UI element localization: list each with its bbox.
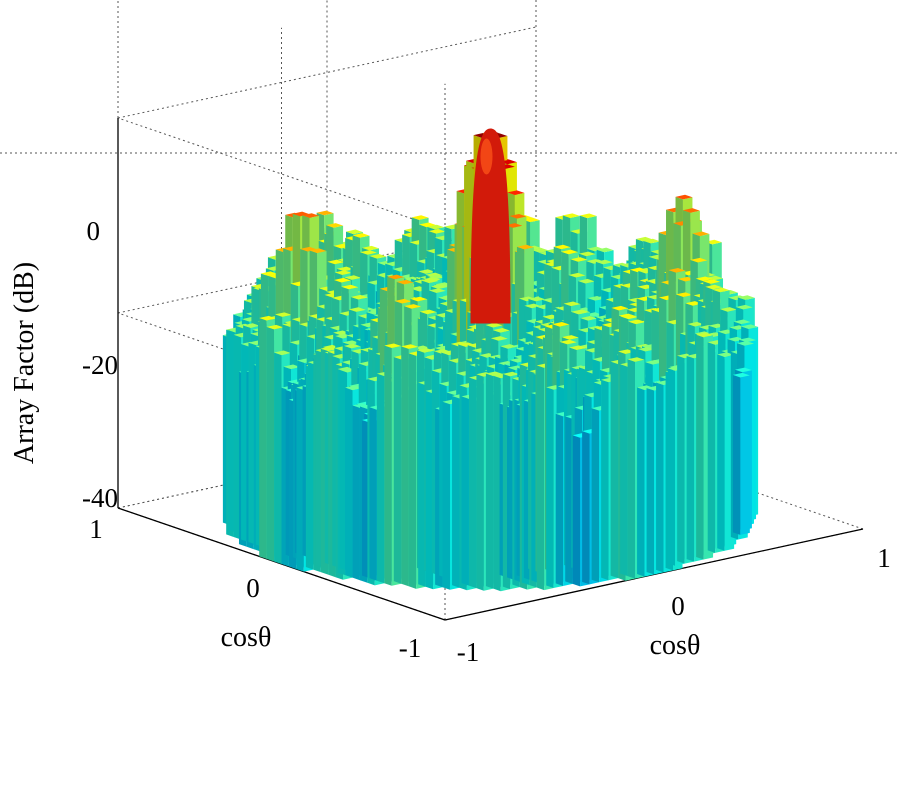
surface-side-patch	[485, 373, 494, 589]
surface-side-patch	[696, 334, 704, 560]
surface-side-patch	[345, 387, 353, 578]
surface-side-patch	[452, 395, 460, 588]
surface-side-patch	[620, 364, 628, 577]
surface-top-patch	[274, 350, 291, 356]
x-tick-label: -1	[457, 637, 480, 667]
surface-side-patch	[627, 359, 635, 579]
x-axis-label: cosθ	[650, 630, 701, 661]
x-tick-label: 1	[877, 543, 891, 573]
surface-side-patch	[732, 374, 741, 535]
surface-side-patch	[686, 355, 695, 562]
surface-side-patch	[572, 435, 581, 587]
surface-top-patch	[341, 284, 359, 290]
y-axis-label: cosθ	[221, 622, 272, 653]
surface-plot	[222, 128, 759, 592]
surface-side-patch	[646, 387, 654, 575]
surface-side-patch	[393, 356, 402, 584]
surface-top-patch	[309, 248, 327, 254]
surface-top-patch	[369, 253, 387, 259]
surface-side-patch	[536, 365, 545, 591]
surface-side-patch	[667, 368, 676, 566]
surface-front-patch	[740, 375, 750, 535]
surface-side-patch	[259, 317, 267, 559]
y-tick-label: 1	[89, 514, 103, 544]
surface-side-patch	[468, 377, 477, 589]
surface-top-patch	[360, 250, 377, 255]
surface-side-patch	[376, 373, 385, 584]
z-tick-label: -40	[82, 483, 118, 513]
surface-top-patch	[316, 210, 334, 216]
z-tick-label: 0	[87, 216, 101, 246]
surface-top-patch	[326, 223, 344, 228]
surface-top-patch	[266, 324, 284, 330]
surface-side-patch	[461, 396, 469, 586]
surface-top-patch	[302, 213, 320, 218]
surface-side-patch	[408, 353, 417, 589]
surface-top-patch	[243, 323, 261, 328]
surface-side-patch	[610, 361, 619, 579]
surface-top-patch	[344, 275, 362, 280]
surface-side-patch	[582, 431, 590, 585]
grid-line	[117, 26, 537, 119]
x-tick-label: 0	[671, 591, 685, 621]
surface-top-patch	[259, 315, 277, 321]
surface-side-patch	[296, 387, 304, 572]
surface-side-patch	[274, 352, 282, 564]
y-tick-label: -1	[399, 633, 422, 663]
surface-top-patch	[333, 277, 351, 283]
surface-side-patch	[442, 401, 450, 590]
z-axis-label: Array Factor (dB)	[9, 262, 40, 464]
surface-top-patch	[336, 266, 354, 272]
surface-side-patch	[555, 413, 564, 586]
surface-top-patch	[346, 229, 363, 235]
surface-side-patch	[656, 382, 664, 573]
surface-side-patch	[546, 387, 554, 589]
surface-top-patch	[348, 307, 366, 312]
surface-side-patch	[591, 408, 600, 583]
surface-side-patch	[677, 355, 685, 564]
surface-side-patch	[384, 345, 392, 586]
surface-side-patch	[352, 405, 360, 581]
surface-top-patch	[362, 245, 380, 251]
main-lobe-highlight	[480, 138, 493, 175]
surface-top-patch	[352, 233, 370, 238]
surface-side-patch	[476, 374, 484, 591]
surface-side-patch	[601, 379, 609, 581]
z-tick-label: -20	[82, 350, 118, 380]
surface-top-patch	[350, 294, 368, 300]
y-tick-label: 0	[246, 573, 260, 603]
surface-top-patch	[334, 270, 352, 275]
surface-top-patch	[327, 259, 345, 265]
surface-top-patch	[320, 346, 338, 352]
surface-top-patch	[274, 312, 292, 317]
surface-side-patch	[401, 346, 409, 587]
surface-side-patch	[266, 326, 275, 562]
surface-top-patch	[283, 364, 301, 370]
surface-side-patch	[717, 354, 725, 551]
surface-side-patch	[637, 387, 645, 577]
surface-side-patch	[369, 407, 377, 581]
surface-side-patch	[707, 342, 716, 553]
